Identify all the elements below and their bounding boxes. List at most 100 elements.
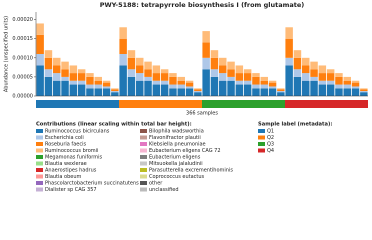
bar-segment	[61, 76, 69, 81]
bar-segment	[119, 54, 127, 66]
bar-segment	[293, 69, 302, 77]
legend-swatch	[36, 187, 43, 192]
bar-segment	[326, 84, 335, 96]
group-legend-title: Sample label (metadata):	[258, 122, 332, 128]
bar-segment	[343, 76, 351, 81]
y-tick-label: 0.00000	[12, 94, 33, 100]
bar-segment	[86, 84, 94, 89]
legend-label: Escherichia coli	[45, 135, 84, 141]
bar-segment	[94, 88, 102, 96]
legend-label: Megamonas funiformis	[45, 155, 103, 161]
bar-segment	[227, 80, 235, 96]
y-tick-label: 0.00010	[12, 55, 33, 61]
bar-segment	[335, 76, 343, 85]
bar-segment	[318, 73, 327, 81]
bar-segment	[102, 80, 111, 83]
bar-segment	[152, 73, 161, 81]
bar-segment	[77, 84, 86, 96]
legend-label: Blautia obeum	[45, 174, 82, 180]
legend-label: Klebsiella pneumoniae	[149, 142, 206, 148]
bar-segment	[202, 69, 210, 96]
bar-segment	[111, 89, 119, 92]
legend-swatch	[140, 187, 147, 192]
bar-segment	[144, 69, 152, 77]
bar-segment	[102, 86, 111, 89]
group-legend-label: Q1	[267, 129, 274, 135]
bar-segment	[111, 91, 119, 93]
legend-swatch	[36, 181, 43, 185]
bar-segment	[285, 57, 293, 66]
legend-label: Flavonifractor plautii	[149, 135, 201, 141]
chart-title: PWY-5188: tetrapyrrole biosynthesis I (f…	[100, 1, 305, 9]
bar-segment	[252, 88, 260, 96]
bar-segment	[227, 76, 235, 81]
bar-segment	[160, 73, 169, 81]
bar-segment	[111, 92, 119, 96]
bar-segment	[194, 91, 202, 93]
bar-segment	[53, 80, 61, 96]
bar-segment	[360, 88, 368, 90]
bar-segment	[343, 88, 351, 96]
bar-segment	[69, 80, 78, 85]
group-legend-label: Q4	[267, 148, 274, 154]
group-legend-swatch	[258, 135, 265, 140]
legend-swatch	[36, 148, 43, 153]
bar-segment	[310, 80, 318, 96]
legend-label: Blautia wexlerae	[45, 161, 87, 167]
bar-segment	[102, 82, 111, 87]
bar-segment	[36, 65, 44, 96]
legend-label: Ruminococcus bromii	[45, 148, 98, 154]
bar-segment	[111, 88, 119, 90]
legend-label: Parasutterella excrementihominis	[149, 168, 233, 174]
bar-segment	[177, 84, 185, 89]
y-axis-label: Abundance (unspecified units)	[4, 16, 10, 92]
bar-segment	[69, 84, 78, 96]
bar-segment	[318, 84, 327, 96]
bar-segment	[302, 57, 310, 66]
bar-segment	[169, 88, 177, 96]
bar-segment	[293, 50, 302, 58]
legend-swatch	[36, 161, 43, 166]
bar-segment	[127, 50, 136, 58]
bar-segment	[136, 65, 144, 74]
bar-segment	[210, 57, 219, 70]
bar-segment	[302, 73, 310, 81]
legend-swatch	[140, 155, 147, 159]
chart: PWY-5188: tetrapyrrole biosynthesis I (f…	[4, 1, 368, 193]
bar-segment	[335, 84, 343, 89]
legend-label: Eubacterium eligens CAG 72	[149, 148, 221, 154]
bar-segment	[293, 76, 302, 96]
bar-segment	[351, 80, 360, 83]
bar-segment	[44, 76, 53, 96]
bar-segment	[277, 88, 285, 90]
bar-segment	[169, 84, 177, 89]
bar-segment	[185, 80, 194, 83]
bar-segment	[86, 88, 94, 96]
bar-segment	[277, 92, 285, 96]
bar-segment	[235, 73, 244, 81]
bar-segment	[260, 88, 268, 96]
bar-segment	[326, 69, 335, 74]
group-legend-label: Q2	[267, 135, 274, 141]
bar-segment	[194, 89, 202, 92]
bar-segment	[360, 92, 368, 96]
bar-segment	[169, 73, 177, 77]
bar-segment	[285, 38, 293, 58]
bar-segment	[260, 76, 268, 81]
bar-segment	[318, 65, 327, 74]
legend-label: Coprococcus eutactus	[149, 174, 205, 180]
bar-segment	[285, 27, 293, 39]
legend-title: Contributions (linear scaling within tot…	[36, 122, 192, 128]
legend-swatch	[140, 161, 147, 166]
bar-segment	[127, 69, 136, 77]
bar-segment	[243, 73, 252, 81]
bar-segment	[94, 84, 102, 89]
bar-segment	[219, 73, 227, 81]
legend-label: Phascolarctobacterium succinatutens	[45, 181, 139, 187]
bar-segment	[235, 65, 244, 74]
bar-segment	[127, 76, 136, 96]
bar-segment	[335, 88, 343, 96]
bar-segment	[44, 50, 53, 58]
bar-segment	[260, 84, 268, 89]
legend-swatch	[36, 135, 43, 140]
